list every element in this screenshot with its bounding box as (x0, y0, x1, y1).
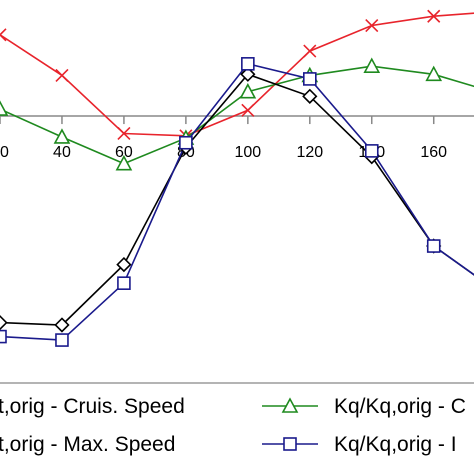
x-marker (427, 9, 441, 23)
triangle-marker (53, 128, 71, 144)
square-marker (364, 144, 379, 158)
diamond-marker (240, 66, 256, 82)
diamond-marker (302, 88, 318, 104)
triangle-marker (363, 57, 381, 73)
x-tick-label: 60 (115, 144, 133, 161)
square-marker (241, 57, 255, 71)
x-marker (365, 18, 379, 33)
legend-entry-label: Kq/Kq,orig - C (334, 395, 466, 418)
x-axis-tick-labels: 20406080100120140160 (0, 144, 447, 161)
square-marker (0, 329, 7, 344)
x-marker (0, 28, 7, 42)
x-tick-label: 100 (234, 144, 261, 161)
square-marker (179, 135, 193, 150)
triangle-marker (281, 397, 299, 413)
series-lines (0, 12, 474, 341)
x-tick-label: 160 (420, 144, 447, 161)
legend-entry-label: Kq/Kq,orig - I (334, 433, 457, 456)
x-marker (303, 44, 317, 58)
square-marker (283, 437, 297, 451)
triangle-marker (0, 100, 9, 116)
triangle-marker (115, 154, 133, 171)
legend-entry-label: t,orig - Max. Speed (0, 433, 175, 456)
square-marker (426, 239, 441, 253)
square-marker (117, 276, 131, 290)
legend-entry-label: t,orig - Cruis. Speed (0, 395, 185, 418)
x-tick-label: 40 (53, 144, 71, 161)
plot-area: 20406080100120140160 (0, 9, 474, 347)
series-markers (0, 9, 443, 347)
x-tick-label: 120 (296, 144, 323, 161)
x-marker (55, 68, 69, 83)
x-marker (241, 103, 255, 117)
diamond-marker (0, 315, 8, 331)
x-marker (117, 126, 131, 141)
triangle-marker (239, 83, 257, 99)
diamond-marker (116, 256, 132, 273)
square-marker (55, 333, 69, 347)
series-line-1 (0, 12, 474, 137)
legend: t,orig - Cruis. Speed Kq/Kq,orig - C t,ori… (0, 395, 466, 456)
x-tick-label: 20 (0, 144, 9, 161)
diamond-marker (54, 317, 70, 333)
x-axis-ticks (0, 116, 435, 125)
triangle-marker (425, 65, 443, 82)
square-marker (303, 72, 317, 86)
